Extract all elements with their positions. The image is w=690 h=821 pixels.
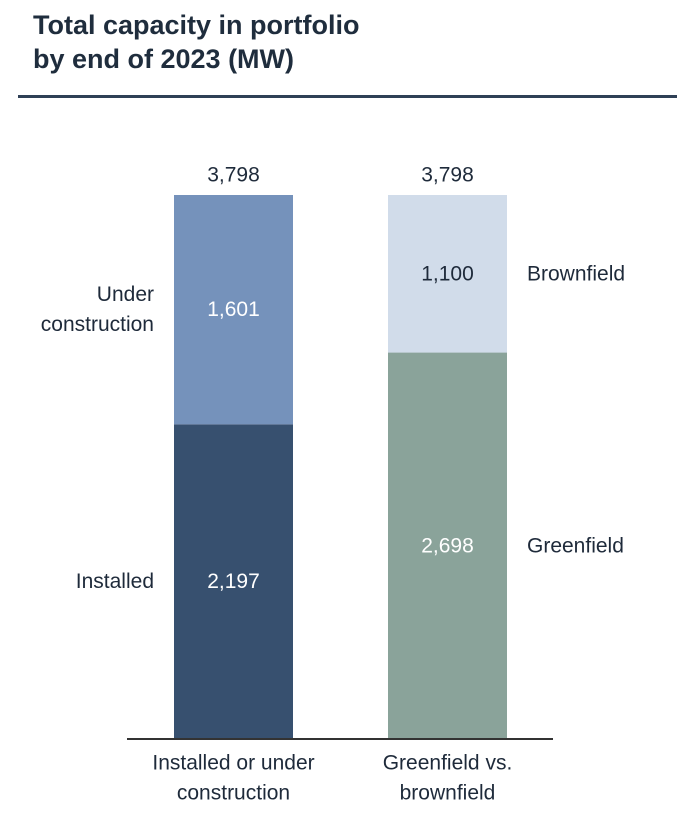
- bar-segment-installed: [174, 424, 293, 739]
- total-label-2: 3,798: [421, 164, 474, 187]
- value-label-under-construction: 1,601: [207, 298, 260, 321]
- category-label-1-line-1: Installed or under: [152, 752, 314, 775]
- value-label-brownfield: 1,100: [421, 262, 474, 285]
- bar-segment-greenfield: [388, 352, 507, 739]
- bar-segment-brownfield: [388, 195, 507, 353]
- value-label-installed: 2,197: [207, 570, 260, 593]
- segment-name-installed: Installed: [76, 570, 154, 593]
- segment-name-under-construction-line-1: Under: [97, 283, 154, 306]
- title-divider: [18, 95, 677, 98]
- bar-segment-under-construction: [174, 195, 293, 425]
- segment-name-brownfield: Brownfield: [527, 262, 625, 285]
- category-label-1-line-2: construction: [177, 782, 290, 805]
- segment-name-greenfield: Greenfield: [527, 534, 624, 557]
- segment-name-under-construction-line-2: construction: [41, 313, 154, 336]
- total-label-1: 3,798: [207, 164, 260, 187]
- category-label-2-line-2: brownfield: [400, 782, 496, 805]
- chart-title-line-1: Total capacity in portfolio: [33, 10, 360, 40]
- chart-title-line-2: by end of 2023 (MW): [33, 44, 295, 74]
- value-label-greenfield: 2,698: [421, 534, 474, 557]
- category-label-2-line-1: Greenfield vs.: [383, 752, 513, 775]
- chart-title: Total capacity in portfolio by end of 20…: [33, 8, 360, 76]
